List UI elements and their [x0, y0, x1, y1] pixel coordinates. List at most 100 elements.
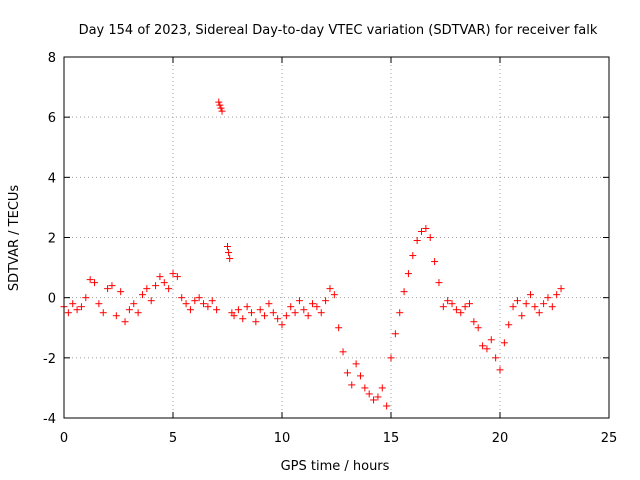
data-point	[335, 324, 343, 332]
data-point	[216, 101, 224, 109]
y-tick-label: 2	[48, 232, 56, 247]
y-axis-label: SDTVAR / TECUs	[7, 185, 22, 292]
data-point	[348, 381, 356, 389]
data-point	[439, 303, 447, 311]
data-point	[82, 294, 90, 302]
data-point	[224, 243, 231, 251]
data-point	[104, 285, 112, 293]
data-point	[457, 309, 465, 317]
data-point	[165, 285, 173, 293]
data-point	[73, 306, 81, 314]
data-point	[496, 366, 504, 374]
y-tick-label: 8	[48, 51, 56, 66]
data-point	[505, 321, 513, 329]
data-point	[509, 303, 517, 311]
data-point	[269, 309, 277, 317]
data-point	[195, 294, 203, 302]
x-tick-label: 15	[383, 431, 400, 446]
data-point	[204, 303, 212, 311]
data-point	[278, 321, 286, 329]
y-tick-label: -4	[43, 412, 56, 427]
data-point	[252, 318, 260, 326]
data-point	[160, 279, 168, 287]
data-point	[461, 303, 469, 311]
data-point	[479, 342, 487, 350]
data-point	[465, 300, 473, 308]
data-point	[413, 237, 421, 245]
data-point	[77, 303, 85, 311]
data-point	[121, 318, 129, 326]
x-tick-label: 10	[274, 431, 291, 446]
data-point	[400, 288, 408, 296]
x-tick-label: 25	[601, 431, 618, 446]
data-point	[326, 285, 334, 293]
data-point	[431, 258, 439, 266]
x-tick-label: 20	[492, 431, 509, 446]
data-point	[448, 300, 456, 308]
data-point	[513, 297, 521, 305]
data-point	[370, 396, 378, 404]
data-point	[518, 312, 526, 320]
data-point	[426, 234, 434, 241]
data-points	[60, 98, 565, 410]
data-point	[470, 318, 478, 326]
data-point	[261, 312, 269, 320]
data-point	[108, 282, 116, 290]
data-point	[535, 309, 543, 317]
data-point	[435, 279, 443, 287]
data-point	[200, 300, 208, 308]
data-point	[309, 300, 317, 308]
data-point	[396, 309, 404, 317]
data-point	[291, 309, 299, 317]
data-point	[300, 306, 308, 314]
data-point	[186, 306, 194, 314]
data-point	[527, 291, 535, 299]
data-point	[191, 297, 199, 305]
data-point	[265, 300, 273, 308]
data-point	[500, 339, 508, 347]
data-point	[274, 315, 282, 323]
data-point	[383, 402, 391, 410]
data-point	[295, 297, 303, 305]
data-point	[64, 309, 72, 317]
data-point	[173, 273, 181, 281]
data-point	[239, 315, 247, 323]
data-point	[169, 270, 177, 278]
data-point	[487, 336, 495, 344]
data-point	[330, 291, 338, 299]
data-point	[86, 276, 94, 284]
data-point	[304, 312, 312, 320]
data-point	[492, 354, 500, 362]
data-point	[134, 309, 142, 317]
data-point	[313, 303, 321, 311]
data-point	[483, 345, 491, 353]
data-point	[374, 393, 382, 401]
data-point	[474, 324, 482, 332]
data-point	[282, 312, 290, 320]
data-point	[91, 279, 99, 287]
data-point	[99, 309, 107, 317]
data-point	[387, 354, 395, 362]
data-point	[356, 372, 364, 380]
data-point	[218, 107, 226, 115]
data-point	[557, 285, 565, 293]
data-point	[208, 297, 216, 305]
data-point	[217, 104, 225, 112]
data-point	[256, 306, 264, 314]
y-tick-label: 4	[48, 171, 56, 186]
data-point	[409, 252, 417, 260]
data-point	[125, 306, 133, 314]
y-tick-label: 6	[48, 111, 56, 126]
data-point	[130, 300, 138, 308]
y-tick-label: 0	[48, 292, 56, 307]
data-point	[156, 273, 164, 281]
data-point	[234, 306, 242, 314]
data-point	[553, 291, 561, 299]
data-point	[391, 330, 399, 338]
data-point	[230, 312, 238, 320]
data-point	[544, 294, 552, 302]
data-point	[213, 306, 221, 314]
grid-lines	[64, 57, 609, 418]
data-point	[378, 384, 386, 392]
